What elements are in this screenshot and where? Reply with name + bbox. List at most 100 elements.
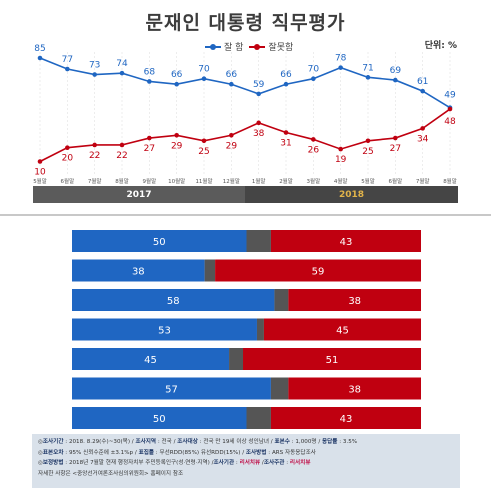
negative-point bbox=[201, 138, 207, 144]
positive-data-label: 85 bbox=[34, 44, 45, 54]
footer-value: 1,000명 bbox=[295, 439, 317, 445]
negative-point bbox=[256, 120, 261, 126]
footer-key: 조사방법 bbox=[245, 449, 267, 456]
negative-data-label: 20 bbox=[62, 154, 74, 164]
positive-point bbox=[92, 72, 97, 77]
negative-point bbox=[147, 135, 152, 141]
positive-point bbox=[229, 81, 234, 87]
positive-data-label: 70 bbox=[198, 65, 210, 75]
negative-point bbox=[229, 132, 234, 138]
negative-point bbox=[365, 138, 371, 144]
footer-value: 95% 신뢰수준에 ±3.1%p bbox=[68, 449, 134, 456]
footer-v3: 2018년 7월말 현재 행정자치부 주민등록인구(성·연령·지역) bbox=[68, 460, 210, 466]
section-divider bbox=[0, 214, 491, 216]
negative-bar-label: 59 bbox=[312, 267, 325, 278]
positive-data-label: 73 bbox=[89, 61, 100, 71]
negative-data-label: 48 bbox=[444, 117, 456, 127]
x-tick-label: 2월말 bbox=[279, 177, 293, 185]
legend-positive: 잘 함 bbox=[205, 40, 243, 53]
legend-positive-swatch bbox=[205, 43, 221, 50]
positive-data-label: 74 bbox=[116, 59, 128, 69]
negative-data-label: 38 bbox=[253, 129, 265, 139]
neutral-bar bbox=[256, 318, 264, 341]
positive-point bbox=[338, 65, 343, 70]
positive-data-label: 77 bbox=[62, 55, 73, 65]
positive-point bbox=[65, 66, 70, 72]
negative-bar bbox=[288, 289, 421, 311]
x-tick-label: 8월말 bbox=[115, 177, 129, 185]
x-tick-label: 7월말 bbox=[416, 177, 430, 185]
neutral-bar bbox=[204, 259, 216, 282]
survey-footer: ◎조사기간 : 2018. 8.29(수)~30(목) / 조사지역 : 전국 … bbox=[32, 434, 460, 488]
page-title: 문재인 대통령 직무평가 bbox=[145, 12, 346, 34]
positive-data-label: 78 bbox=[335, 54, 347, 64]
positive-data-label: 66 bbox=[171, 70, 183, 80]
bar-chart: 50 43 38 59 58 38 53 45 45 51 57 38 50 43 bbox=[0, 222, 491, 432]
negative-point bbox=[119, 142, 125, 148]
positive-bar-label: 45 bbox=[144, 355, 157, 366]
negative-data-label: 22 bbox=[89, 151, 100, 161]
footer-line-1: ◎조사기간 : 2018. 8.29(수)~30(목) / 조사지역 : 전국 … bbox=[38, 439, 358, 445]
negative-bar-label: 38 bbox=[348, 385, 361, 396]
positive-bar bbox=[72, 377, 271, 400]
positive-bar bbox=[72, 230, 247, 252]
negative-point bbox=[174, 132, 179, 138]
negative-data-label: 34 bbox=[417, 134, 429, 144]
positive-bar-label: 50 bbox=[153, 414, 166, 425]
footer-key: 조사지역 bbox=[135, 439, 157, 445]
negative-bar bbox=[263, 318, 421, 341]
positive-point bbox=[256, 91, 261, 97]
negative-data-label: 22 bbox=[116, 151, 127, 161]
negative-point bbox=[393, 135, 398, 141]
footer-value: ARS 자동응답조사 bbox=[271, 449, 316, 456]
footer-k3c: 조사주관 bbox=[263, 460, 285, 466]
positive-point bbox=[283, 81, 289, 87]
positive-point bbox=[311, 76, 316, 81]
positive-bar bbox=[72, 259, 205, 282]
x-tick-label: 6월말 bbox=[61, 177, 75, 185]
negative-bar bbox=[270, 230, 421, 252]
neutral-bar bbox=[246, 230, 271, 252]
x-tick-label: 11월말 bbox=[195, 177, 212, 185]
neutral-bar bbox=[246, 407, 271, 429]
negative-point bbox=[447, 106, 453, 112]
footer-value: 전국 만 19세 이상 성인남녀 bbox=[203, 439, 270, 445]
footer-value: 무선RDD(85%) 유선RDD(15%) bbox=[159, 449, 241, 456]
legend-negative-label: 잘못함 bbox=[268, 43, 294, 53]
negative-bar bbox=[215, 259, 421, 282]
positive-point bbox=[365, 75, 371, 80]
positive-point bbox=[420, 88, 425, 94]
footer-key: 표본오차 bbox=[42, 449, 64, 456]
footer-line-4: 자세한 사항은 <중앙선거여론조사심의위원회> 홈페이지 참조 bbox=[38, 470, 184, 477]
x-tick-label: 9월말 bbox=[143, 177, 157, 185]
positive-point bbox=[393, 77, 398, 83]
footer-key: 표집틀 bbox=[138, 449, 155, 456]
footer-v3b: 리서치뷰 bbox=[239, 460, 261, 466]
positive-point bbox=[201, 76, 207, 81]
neutral-bar bbox=[274, 289, 289, 311]
x-tick-label: 4월말 bbox=[334, 177, 348, 185]
positive-bar bbox=[72, 318, 257, 341]
negative-bar bbox=[270, 407, 421, 429]
positive-data-label: 71 bbox=[362, 63, 373, 73]
neutral-bar bbox=[270, 377, 289, 400]
positive-bar bbox=[72, 289, 275, 311]
positive-point bbox=[37, 55, 43, 61]
footer-key: 조사대상 bbox=[177, 439, 198, 445]
positive-bar bbox=[72, 348, 230, 370]
positive-data-label: 70 bbox=[308, 65, 320, 75]
negative-data-label: 19 bbox=[335, 155, 347, 165]
negative-point bbox=[92, 142, 97, 148]
negative-data-label: 25 bbox=[198, 147, 209, 157]
positive-data-label: 49 bbox=[444, 91, 456, 101]
x-tick-label: 7월말 bbox=[88, 177, 102, 185]
negative-series-line bbox=[39, 108, 451, 163]
negative-point bbox=[338, 146, 343, 152]
negative-bar-label: 43 bbox=[340, 414, 353, 425]
footer-key: 표본수 bbox=[274, 439, 290, 445]
line-chart: 85 77 73 74 68 66 70 66 59 66 70 78 71 69 61 49 10 20 22 22… bbox=[33, 44, 457, 185]
negative-data-label: 25 bbox=[362, 147, 373, 157]
footer-key: 응답률 bbox=[322, 439, 338, 445]
positive-data-label: 59 bbox=[253, 80, 265, 90]
